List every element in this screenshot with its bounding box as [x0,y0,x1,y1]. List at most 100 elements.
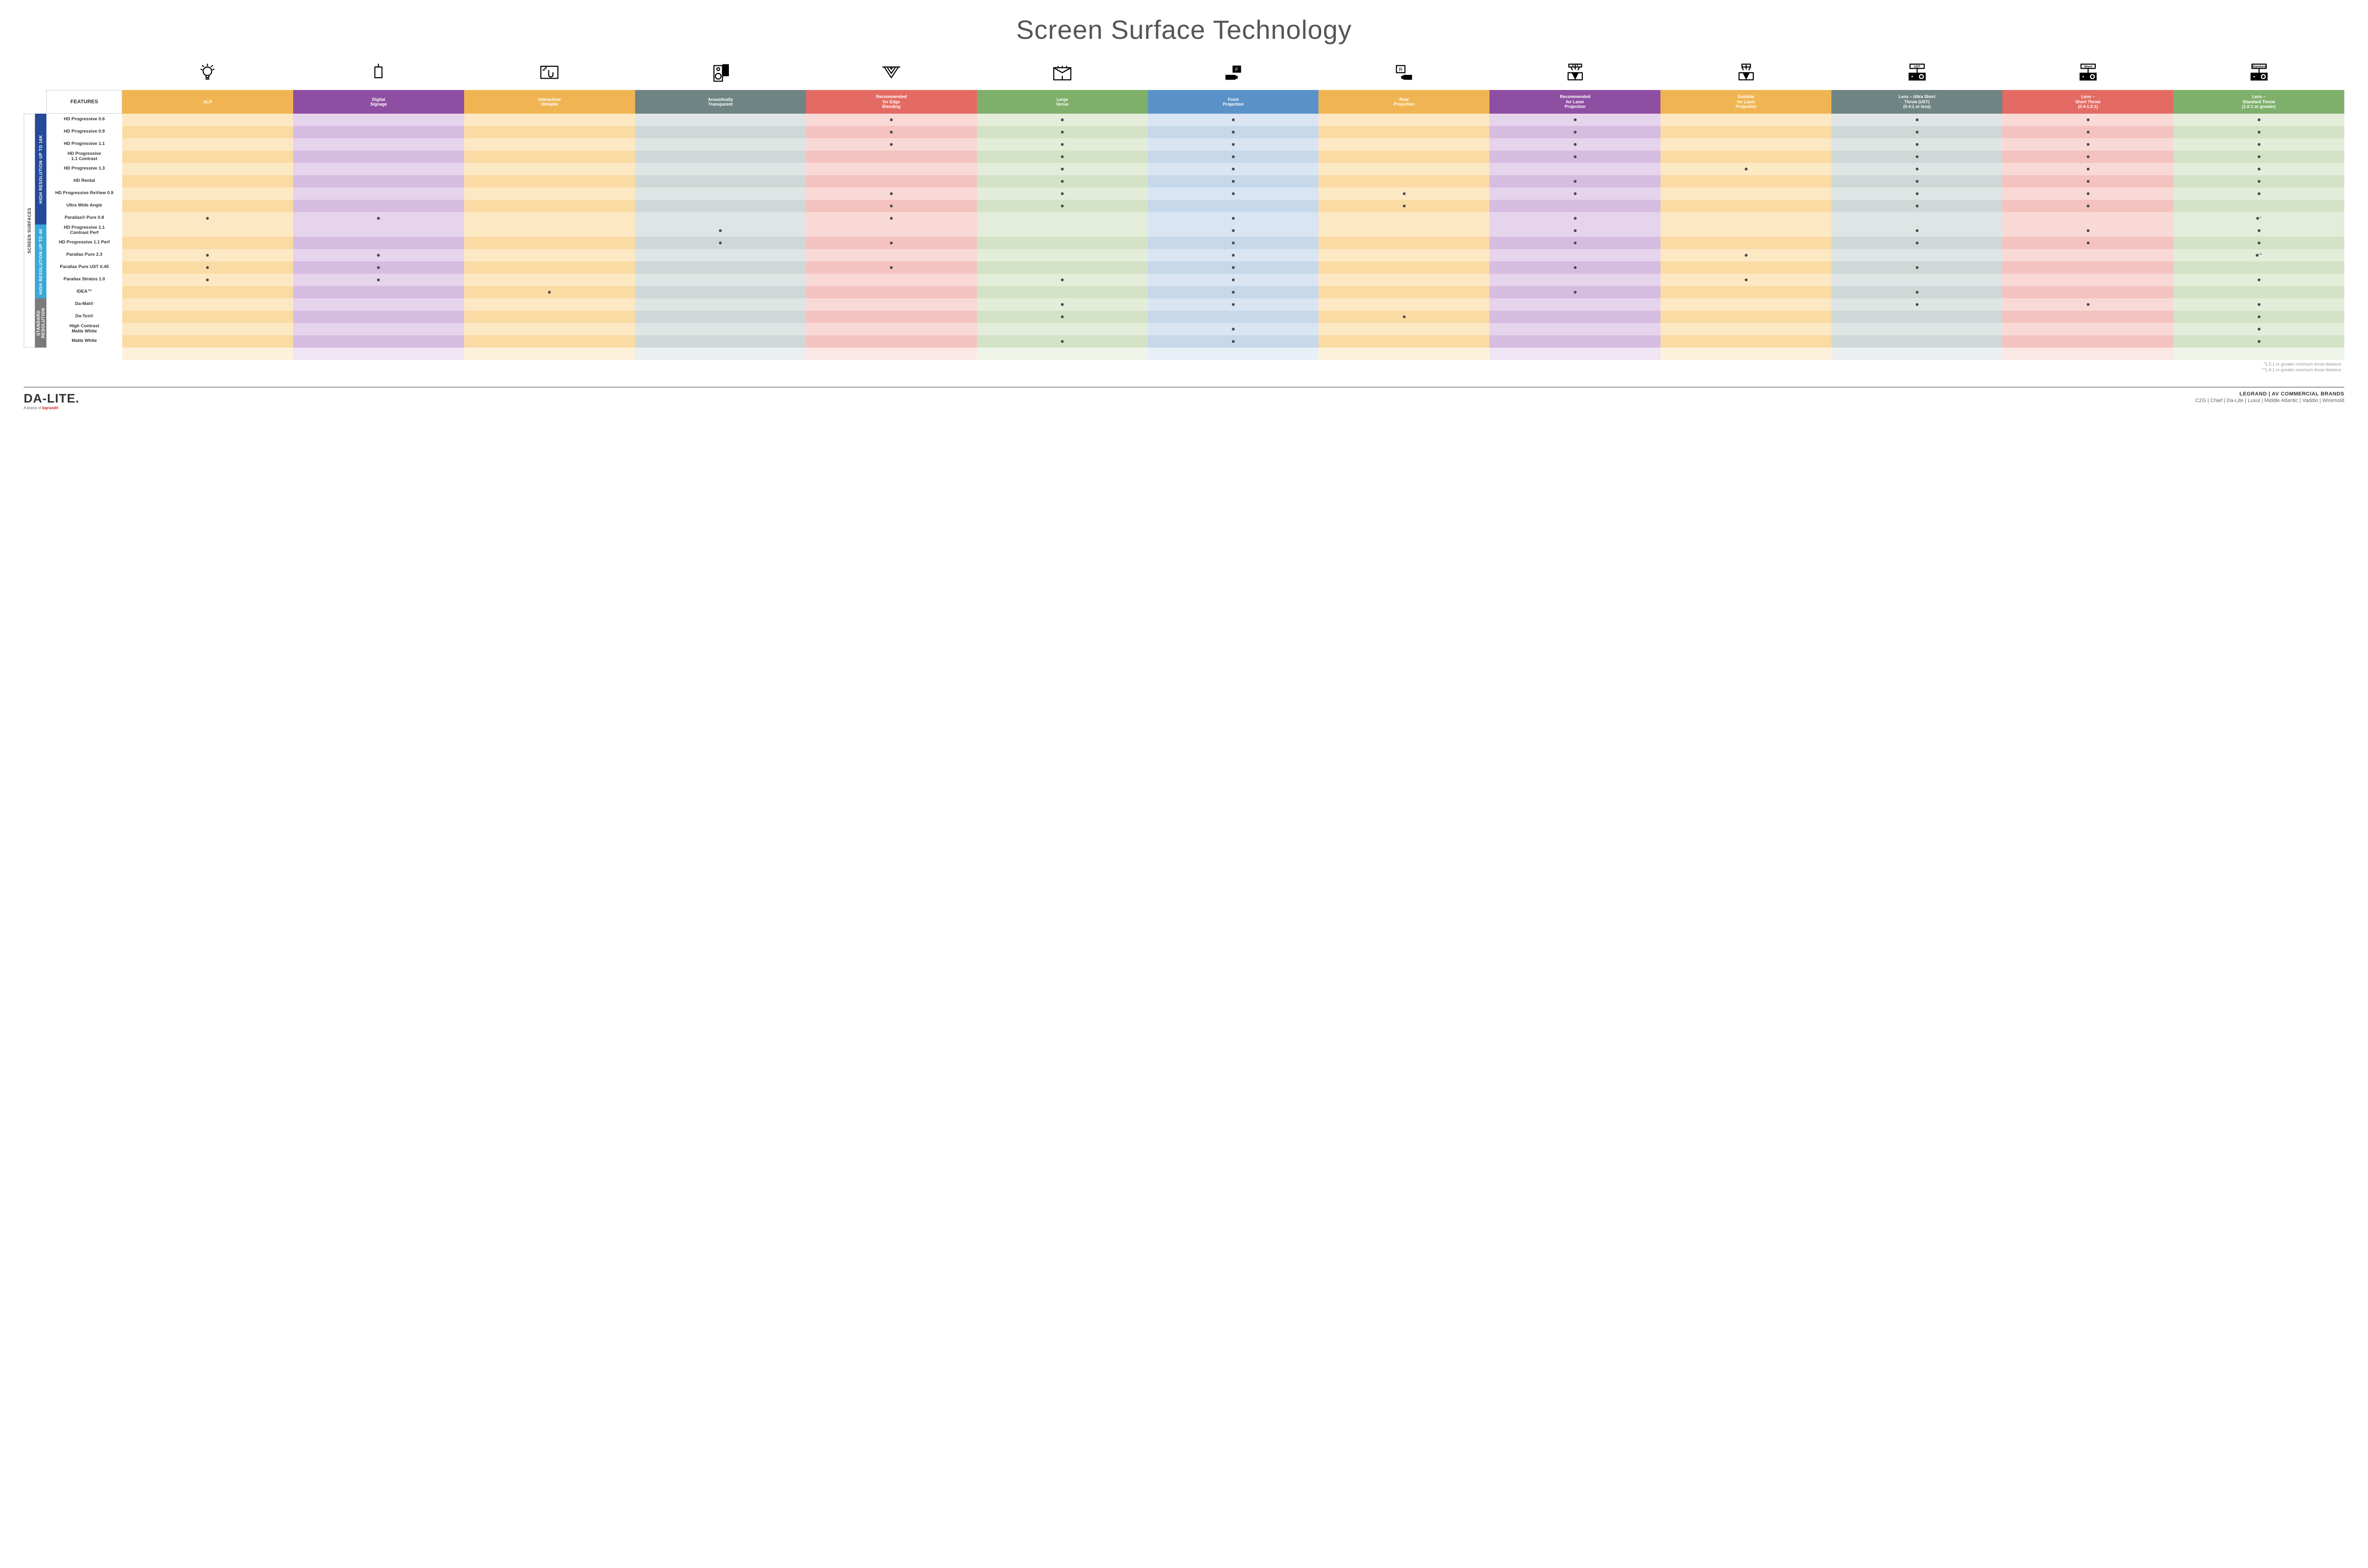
cell [293,200,464,212]
dot-icon [2258,315,2260,318]
cell [1489,261,1660,274]
outer-rail: SCREEN SURFACES [24,114,35,348]
dot-icon [1232,168,1235,170]
cell [806,286,977,298]
cell [122,200,293,212]
dot-icon [377,254,380,257]
cell [2002,311,2173,323]
cell [635,286,806,298]
cell [122,249,293,261]
row-label: Ultra Wide Angle [46,200,122,212]
cell [1148,200,1319,212]
cell [2173,261,2344,274]
cell [1489,200,1660,212]
cell [1660,163,1831,175]
cell [464,151,635,163]
cell [1148,323,1319,335]
cell [635,114,806,126]
cell [977,224,1148,237]
cell [1489,311,1660,323]
cell [122,163,293,175]
cell [1319,138,1489,151]
col-header-edge: Recommendedfor EdgeBlending [806,90,977,114]
std-icon: Standard [2173,57,2344,90]
cell [2173,298,2344,311]
logo-text: DA-LITE. [24,391,80,406]
row-label: Da-Tex® [46,311,122,323]
cell [293,261,464,274]
col-header-large: LargeVenue [977,90,1148,114]
cell [635,224,806,237]
alr-icon [122,57,293,90]
cell [635,249,806,261]
cell [1489,212,1660,224]
dot-icon [2258,168,2260,170]
cell [1489,348,1660,360]
cell [1319,151,1489,163]
cell [122,323,293,335]
dot-icon [1916,303,1919,306]
col-header-alr: ALR [122,90,293,114]
cell [1831,114,2002,126]
cell [977,151,1148,163]
cell [2002,138,2173,151]
cell [635,126,806,138]
ust-icon: UST [1831,57,2002,90]
cell [293,311,464,323]
cell [977,249,1148,261]
svg-text:F: F [1235,67,1238,72]
dot-icon [1916,266,1919,269]
cell [635,212,806,224]
svg-text:UST: UST [1914,65,1920,68]
dot-icon [1574,229,1577,232]
cell [806,126,977,138]
cell [1148,224,1319,237]
cell [1489,138,1660,151]
cell [806,249,977,261]
dot-icon [1232,155,1235,158]
row-label: HD Rental [46,175,122,188]
cell [464,261,635,274]
cell [1660,151,1831,163]
dot-icon [1916,155,1919,158]
dot-icon [1916,192,1919,195]
cell [1831,274,2002,286]
svg-text:Short: Short [2084,65,2092,68]
cell [122,212,293,224]
cell [1660,188,1831,200]
footnotes: *1.5:1 or greater minimum throw distance… [122,360,2344,373]
cell [1831,163,2002,175]
dot-icon [2258,303,2260,306]
col-header-reclaser: Recommendedfor LaserProjection [1489,90,1660,114]
col-header-rear: RearProjection [1319,90,1489,114]
cell [2173,323,2344,335]
row-label: HD Progressive ReView 0.9 [46,188,122,200]
cell [635,274,806,286]
dot-icon [1061,303,1064,306]
cell [1489,224,1660,237]
cell [1148,126,1319,138]
cell [1148,335,1319,348]
cell [293,323,464,335]
cell [1660,200,1831,212]
cell [977,348,1148,360]
cell [806,163,977,175]
cell [2002,224,2173,237]
cell [1831,138,2002,151]
row-label: HD Progressive1.1 Contrast [46,151,122,163]
cell [2173,151,2344,163]
dot-icon [2087,131,2090,134]
cell [2173,175,2344,188]
cell [1660,274,1831,286]
cell [1489,175,1660,188]
dot-icon [1574,180,1577,183]
cell [2173,163,2344,175]
cell [2173,200,2344,212]
cell [1148,348,1319,360]
dot-icon [1232,143,1235,146]
dot-icon [1061,155,1064,158]
brands-title: LEGRAND | AV COMMERCIAL BRANDS [2195,391,2344,397]
row-label: HD Progressive 0.9 [46,126,122,138]
interactive-icon [464,57,635,90]
cell [122,126,293,138]
